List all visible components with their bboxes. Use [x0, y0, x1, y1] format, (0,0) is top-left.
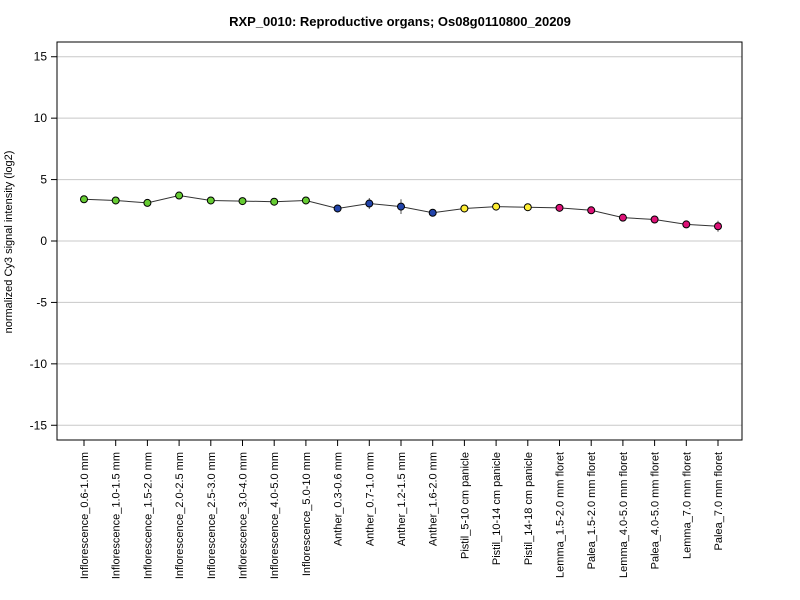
data-point [555, 203, 564, 212]
data-point [365, 199, 374, 208]
y-tick-label: 5 [40, 173, 47, 187]
data-point [428, 208, 437, 217]
data-point [270, 197, 279, 206]
x-tick-label: Inflorescence_5.0-10 mm [301, 452, 313, 576]
data-point [175, 191, 184, 200]
x-tick-label: Inflorescence_2.5-3.0 mm [206, 452, 218, 579]
data-point [397, 202, 405, 211]
x-tick-label: Inflorescence_1.5-2.0 mm [142, 452, 154, 579]
x-tick-label: Inflorescence_4.0-5.0 mm [269, 452, 281, 579]
data-point [80, 195, 88, 204]
data-point [492, 202, 501, 211]
data-points [80, 191, 722, 231]
x-tick-label: Anther_1.6-2.0 mm [428, 452, 440, 546]
x-tick-label: Pistil_14-18 cm panicle [523, 452, 535, 565]
x-tick-label: Lemma_7.0 mm floret [681, 452, 693, 559]
data-point [238, 197, 247, 206]
y-tick-label: -5 [36, 295, 47, 309]
data-point [460, 204, 469, 213]
x-tick-label: Lemma_1.5-2.0 mm floret [555, 452, 567, 578]
x-tick-label: Pistil_5-10 cm panicle [459, 452, 471, 559]
data-point [587, 206, 596, 215]
x-tick-label: Palea_1.5-2.0 mm floret [586, 452, 598, 569]
x-tick-label: Inflorescence_0.6-1.0 mm [79, 452, 91, 579]
data-point [523, 203, 532, 212]
x-tick-label: Pistil_10-14 cm panicle [491, 452, 503, 565]
data-point [714, 222, 722, 231]
y-tick-label: 0 [40, 234, 47, 248]
x-axis: Inflorescence_0.6-1.0 mm Inflorescence_1.… [79, 440, 725, 579]
y-axis-label: normalized Cy3 signal intensity (log2) [3, 151, 15, 334]
x-tick-label: Palea_7.0 mm floret [713, 452, 725, 550]
data-point [301, 196, 310, 205]
y-tick-label: -15 [30, 418, 48, 432]
data-point [650, 215, 659, 224]
x-tick-label: Lemma_4.0-5.0 mm floret [618, 452, 630, 578]
y-tick-label: 10 [34, 111, 48, 125]
x-tick-label: Inflorescence_1.0-1.5 mm [111, 452, 123, 579]
x-tick-label: Anther_1.2-1.5 mm [396, 452, 408, 546]
x-tick-label: Anther_0.7-1.0 mm [364, 452, 376, 546]
grid-lines [57, 56, 742, 426]
x-tick-label: Inflorescence_2.0-2.5 mm [174, 452, 186, 579]
x-tick-label: Inflorescence_3.0-4.0 mm [238, 452, 250, 579]
data-point [618, 213, 627, 222]
y-tick-label: -10 [30, 357, 48, 371]
chart-title: RXP_0010: Reproductive organs; Os08g0110… [229, 14, 571, 29]
x-tick-label: Palea_4.0-5.0 mm floret [650, 452, 662, 569]
data-point [682, 220, 691, 229]
data-point [143, 198, 152, 207]
data-point [111, 196, 120, 205]
y-tick-label: 15 [34, 50, 48, 64]
data-point [206, 196, 215, 205]
data-point [333, 204, 342, 213]
x-tick-label: Anther_0.3-0.6 mm [333, 452, 345, 546]
y-axis: -15 -10 -5 0 5 10 15 [30, 50, 57, 432]
